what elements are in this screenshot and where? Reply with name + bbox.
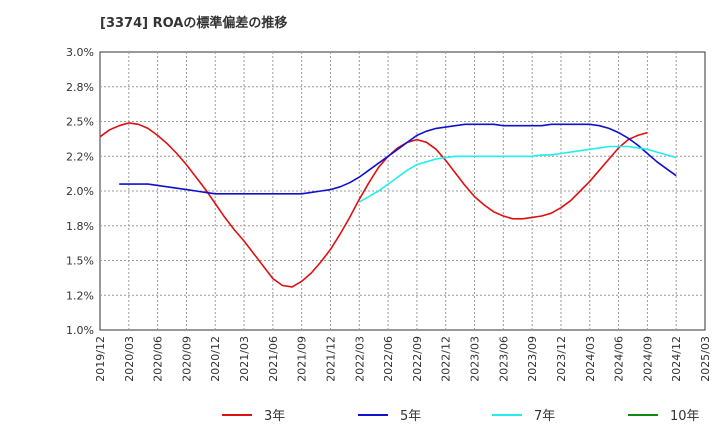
x-tick-label: 2020/12 bbox=[209, 336, 222, 382]
x-tick-label: 2020/09 bbox=[180, 336, 193, 382]
y-tick-label: 2.5% bbox=[66, 116, 94, 129]
y-tick-label: 1.8% bbox=[66, 220, 94, 233]
x-tick-label: 2025/03 bbox=[699, 336, 712, 382]
x-tick-label: 2021/06 bbox=[267, 336, 280, 382]
y-tick-label: 2.2% bbox=[66, 150, 94, 163]
x-tick-label: 2021/12 bbox=[324, 336, 337, 382]
y-tick-label: 1.5% bbox=[66, 255, 94, 268]
legend-label: 10年 bbox=[670, 409, 700, 424]
x-tick-label: 2021/09 bbox=[296, 336, 309, 382]
x-tick-label: 2023/03 bbox=[469, 336, 482, 382]
x-tick-label: 2022/06 bbox=[382, 336, 395, 382]
x-tick-label: 2022/12 bbox=[440, 336, 453, 382]
x-tick-label: 2022/03 bbox=[353, 336, 366, 382]
x-tick-label: 2022/09 bbox=[411, 336, 424, 382]
x-tick-label: 2024/12 bbox=[670, 336, 683, 382]
legend-label: 7年 bbox=[534, 409, 555, 424]
series-line-1 bbox=[99, 122, 648, 288]
chart-title: [3374] ROAの標準偏差の推移 bbox=[100, 15, 287, 31]
x-axis: 2019/12 2020/03 2020/06 2020/09 2020/12 2021/… bbox=[94, 336, 712, 382]
x-tick-label: 2024/03 bbox=[584, 336, 597, 382]
x-tick-label: 2023/09 bbox=[526, 336, 539, 382]
legend-label: 3年 bbox=[264, 409, 285, 424]
y-tick-label: 1.2% bbox=[66, 289, 94, 302]
x-tick-label: 2020/03 bbox=[123, 336, 136, 382]
series-line-2 bbox=[119, 123, 677, 195]
x-tick-label: 2020/06 bbox=[152, 336, 165, 382]
y-tick-label: 2.0% bbox=[66, 185, 94, 198]
x-tick-label: 2023/12 bbox=[555, 336, 568, 382]
x-tick-label: 2021/03 bbox=[238, 336, 251, 382]
x-tick-label: 2024/09 bbox=[641, 336, 654, 382]
series-group bbox=[99, 122, 677, 288]
x-tick-label: 2024/06 bbox=[613, 336, 626, 382]
series-line-3 bbox=[358, 145, 677, 203]
y-tick-label: 3.0% bbox=[66, 46, 94, 59]
legend-label: 5年 bbox=[400, 409, 421, 424]
y-tick-label: 1.0% bbox=[66, 324, 94, 337]
x-tick-label: 2019/12 bbox=[94, 336, 107, 382]
y-axis: 3.0% 2.8% 2.5% 2.2% 2.0% 1.8% 1.5% 1.2% 1.0% bbox=[66, 46, 94, 337]
legend: 3年 5年 7年 10年 bbox=[222, 409, 700, 424]
x-tick-label: 2023/06 bbox=[497, 336, 510, 382]
y-tick-label: 2.8% bbox=[66, 81, 94, 94]
